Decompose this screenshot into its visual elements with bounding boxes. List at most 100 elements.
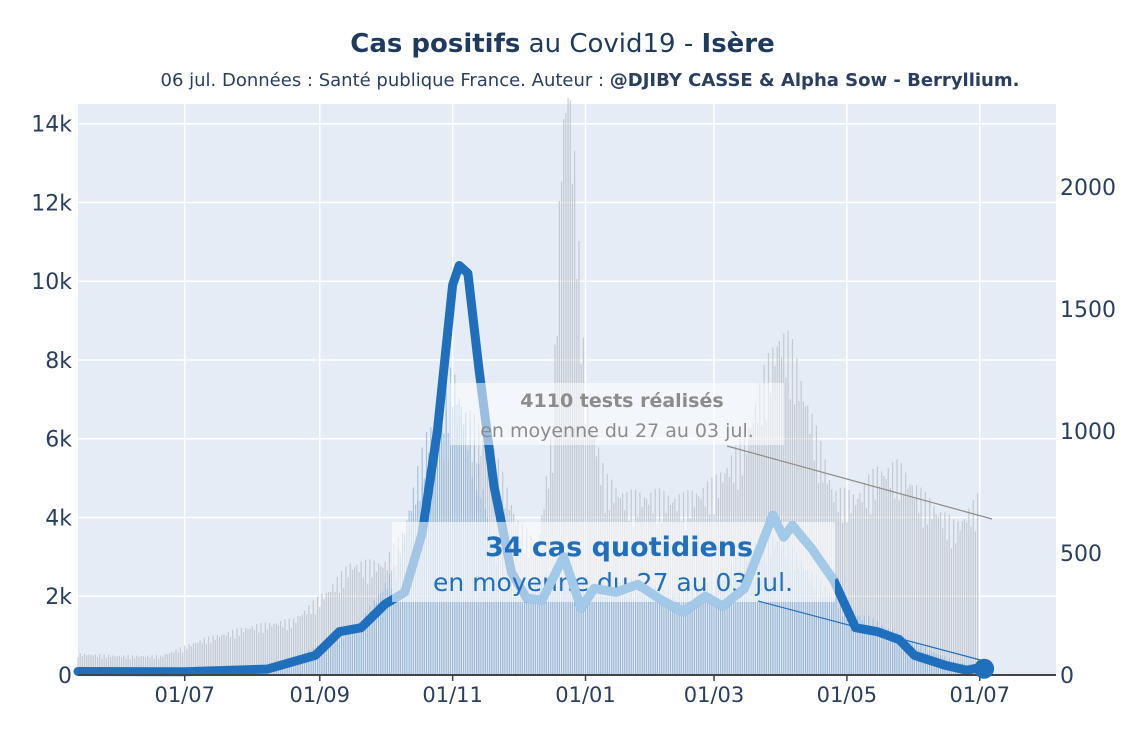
cases-bar bbox=[404, 534, 406, 675]
cases-bar bbox=[839, 600, 841, 675]
cases-bar bbox=[515, 590, 517, 675]
cases-bar bbox=[767, 536, 770, 675]
cases-bar bbox=[523, 600, 526, 675]
cases-bar bbox=[449, 367, 452, 675]
cases-bar bbox=[813, 590, 815, 675]
tests-bar bbox=[86, 655, 88, 675]
tests-bar bbox=[260, 622, 262, 675]
cases-bar bbox=[846, 619, 848, 675]
cases-bar bbox=[534, 580, 537, 675]
y-right-tick: 2000 bbox=[1060, 176, 1116, 201]
tests-bar bbox=[878, 486, 881, 675]
tests-bar bbox=[909, 484, 911, 675]
cases-bar bbox=[576, 594, 578, 675]
tests-bar bbox=[249, 628, 251, 675]
cases-bar bbox=[578, 577, 580, 675]
cases-bar bbox=[637, 594, 639, 675]
cases-bar bbox=[628, 594, 630, 675]
tests-bar bbox=[94, 654, 97, 675]
cases-bar bbox=[615, 577, 617, 675]
tests-bar bbox=[216, 634, 219, 675]
cases-bar bbox=[791, 546, 794, 675]
tests-bar bbox=[240, 627, 242, 675]
x-tick: 01/09 bbox=[290, 683, 351, 707]
cases-bar bbox=[397, 548, 399, 675]
tests-bar bbox=[839, 487, 841, 675]
y-right-tick: 0 bbox=[1060, 664, 1074, 689]
tests-bar bbox=[791, 339, 794, 675]
cases-bar bbox=[295, 657, 297, 675]
tests-bar bbox=[203, 637, 205, 675]
cases-bar bbox=[905, 638, 907, 675]
cases-bar bbox=[761, 561, 763, 675]
cases-bar bbox=[918, 648, 920, 675]
cases-bar bbox=[737, 580, 739, 675]
cases-bar bbox=[652, 597, 654, 675]
cases-bar bbox=[547, 587, 550, 675]
cases-bar bbox=[567, 583, 569, 675]
cases-bar bbox=[685, 609, 687, 675]
x-tick: 01/07 bbox=[949, 683, 1010, 707]
cases-bar bbox=[711, 580, 713, 675]
tests-annotation-title: 4110 tests réalisés bbox=[520, 390, 723, 412]
cases-bar bbox=[530, 581, 532, 675]
tests-bar bbox=[277, 625, 279, 675]
tests-bar bbox=[293, 618, 295, 675]
tests-bar bbox=[197, 643, 199, 675]
tests-bar bbox=[885, 478, 887, 675]
tests-bar bbox=[848, 489, 850, 675]
tests-bar bbox=[582, 337, 584, 675]
cases-bar bbox=[358, 627, 360, 675]
cases-bar bbox=[702, 586, 704, 675]
cases-bar bbox=[719, 575, 722, 675]
y-left-tick: 12k bbox=[31, 191, 72, 216]
cases-bar bbox=[698, 591, 700, 675]
cases-bar bbox=[831, 596, 833, 675]
cases-bar bbox=[848, 608, 850, 675]
cases-bar bbox=[597, 579, 600, 675]
cases-bar bbox=[700, 592, 702, 675]
cases-bar bbox=[619, 582, 621, 675]
cases-bar bbox=[589, 587, 591, 675]
tests-bar bbox=[92, 655, 94, 675]
cases-bar bbox=[351, 629, 354, 675]
cases-bar bbox=[334, 641, 336, 675]
cases-bar bbox=[624, 588, 626, 675]
tests-bar bbox=[136, 655, 138, 675]
tests-bar bbox=[279, 621, 282, 675]
cases-bar bbox=[756, 554, 759, 675]
cases-bar bbox=[798, 569, 800, 675]
cases-bar bbox=[565, 581, 567, 675]
cases-bar bbox=[724, 574, 726, 675]
cases-bar bbox=[308, 650, 310, 675]
tests-bar bbox=[905, 472, 907, 675]
cases-bar bbox=[611, 575, 613, 675]
cases-bar bbox=[382, 591, 384, 675]
cases-bar bbox=[876, 621, 878, 675]
cases-bar bbox=[726, 571, 728, 675]
tests-bar bbox=[242, 632, 245, 675]
tests-bar bbox=[177, 652, 179, 675]
tests-bar bbox=[950, 548, 953, 675]
tests-bar bbox=[336, 576, 338, 675]
last-value-marker bbox=[974, 658, 995, 679]
tests-bar bbox=[868, 474, 870, 675]
cases-bar bbox=[865, 624, 868, 675]
cases-bar bbox=[894, 638, 896, 675]
tests-bar bbox=[97, 657, 99, 675]
y-left-tick: 0 bbox=[58, 664, 72, 689]
tests-bar bbox=[288, 618, 290, 675]
cases-bar bbox=[543, 584, 545, 675]
cases-bar bbox=[395, 579, 397, 675]
tests-bar bbox=[118, 655, 120, 675]
cases-bar bbox=[330, 641, 332, 675]
cases-bar bbox=[850, 617, 852, 675]
cases-bar bbox=[889, 634, 892, 675]
tests-bar bbox=[262, 632, 264, 675]
cases-bar bbox=[868, 616, 870, 675]
cases-bar bbox=[587, 581, 589, 675]
tests-bar bbox=[957, 521, 959, 675]
cases-bar bbox=[872, 618, 874, 675]
tests-bar bbox=[192, 643, 195, 675]
cases-bar bbox=[807, 569, 809, 675]
